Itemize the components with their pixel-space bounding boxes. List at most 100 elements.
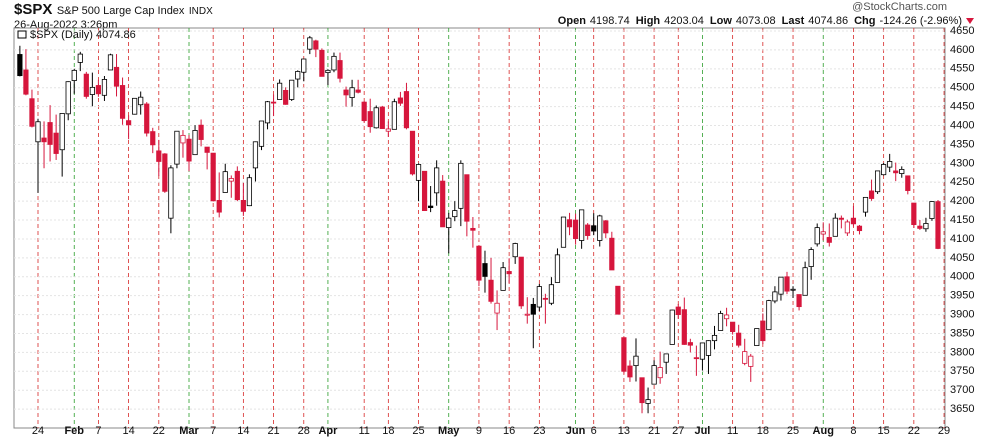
- candle-body: [730, 321, 736, 332]
- candle-body: [458, 162, 464, 209]
- x-tick-label: 7: [95, 425, 101, 437]
- x-tick-label: 28: [298, 425, 310, 437]
- candle-body: [119, 85, 126, 119]
- candle-body: [663, 353, 669, 363]
- down-arrow: [966, 18, 974, 25]
- x-tick-label: 21: [267, 425, 279, 437]
- candle-body: [548, 284, 555, 304]
- candle-body: [440, 180, 446, 228]
- legend-swatch: [17, 30, 27, 39]
- candle-body: [790, 288, 796, 291]
- candle-body: [826, 237, 832, 243]
- candle-body: [283, 89, 289, 105]
- candle-body: [367, 111, 373, 128]
- candle-body: [113, 66, 120, 87]
- y-tick-label: 4100: [950, 233, 974, 245]
- candle-body: [512, 243, 518, 258]
- x-tick-label: 18: [757, 425, 769, 437]
- candle-body: [101, 79, 108, 96]
- candle-body: [766, 300, 772, 331]
- candle-body: [409, 130, 416, 175]
- x-tick-label: 15: [878, 425, 890, 437]
- x-tick-label: 22: [908, 425, 920, 437]
- x-tick-label: 24: [32, 425, 44, 437]
- title-line: $SPX S&P 500 Large Cap Index INDX: [14, 1, 213, 19]
- candle-body: [494, 302, 500, 314]
- candle-body: [754, 328, 760, 346]
- y-tick-label: 4400: [950, 119, 974, 131]
- x-tick-label: May: [438, 425, 460, 437]
- quote-value: 4074.86: [808, 15, 849, 27]
- candle-body: [83, 73, 89, 97]
- y-tick-label: 3950: [950, 290, 974, 302]
- candle-body: [717, 313, 724, 331]
- y-tick-label: 3650: [950, 403, 974, 415]
- candle-body: [621, 337, 627, 372]
- candle-body: [917, 225, 923, 229]
- candle-body: [591, 225, 597, 232]
- candle-body: [434, 167, 440, 194]
- candle-body: [71, 69, 77, 81]
- candle-body: [687, 342, 693, 346]
- x-tick-label: 25: [412, 425, 424, 437]
- candle-body: [844, 221, 850, 234]
- candle-body: [252, 141, 259, 169]
- quote-label: Chg: [854, 15, 876, 27]
- candle-body: [89, 86, 95, 95]
- candle-body: [180, 134, 186, 144]
- x-tick-label: 21: [648, 425, 660, 437]
- x-tick-label: 23: [533, 425, 545, 437]
- candle-body: [53, 132, 59, 154]
- candle-body: [856, 225, 863, 232]
- candle-body: [234, 170, 240, 201]
- x-tick-label: 8: [850, 425, 856, 437]
- y-tick-label: 4450: [950, 101, 974, 113]
- candle-body: [579, 209, 585, 241]
- x-tick-label: 14: [237, 425, 249, 437]
- candle-body: [47, 122, 53, 145]
- candle-body: [887, 161, 893, 168]
- y-tick-label: 4250: [950, 176, 974, 188]
- candle-body: [651, 365, 657, 385]
- candle-body: [536, 286, 542, 308]
- candle-body: [319, 49, 325, 77]
- candle-body: [868, 190, 875, 199]
- candle-body: [633, 355, 639, 367]
- candle-body: [711, 334, 718, 342]
- y-tick-label: 4200: [950, 195, 974, 207]
- y-tick-label: 3900: [950, 308, 974, 320]
- candle-body: [397, 97, 404, 104]
- candle-body: [258, 120, 265, 147]
- candle-body: [41, 137, 47, 143]
- candle-body: [343, 89, 349, 96]
- candle-body: [862, 196, 869, 213]
- x-tick-label: 18: [382, 425, 394, 437]
- candle-body: [162, 153, 168, 192]
- candle-body: [210, 152, 216, 202]
- candle-body: [615, 285, 621, 315]
- candle-body: [126, 120, 132, 126]
- y-tick-label: 4500: [950, 82, 974, 94]
- candle-body: [385, 128, 391, 132]
- x-tick-label: Apr: [318, 425, 338, 437]
- candle-body: [313, 40, 319, 50]
- candle-body: [107, 54, 114, 71]
- candle-body: [802, 267, 808, 296]
- candle-body: [923, 223, 929, 230]
- candle-body: [446, 217, 452, 229]
- candle-body: [138, 96, 144, 106]
- candle-body: [935, 201, 941, 249]
- candle-body: [270, 101, 277, 104]
- candle-body: [736, 332, 742, 346]
- candle-body: [609, 237, 615, 271]
- candle-body: [59, 113, 65, 151]
- y-tick-label: 3700: [950, 384, 974, 396]
- candle-body: [699, 342, 706, 360]
- candle-body: [307, 37, 313, 50]
- candle-body: [929, 201, 935, 219]
- candle-body: [373, 107, 379, 129]
- x-tick-label: Mar: [179, 425, 199, 437]
- y-tick-label: 4600: [950, 44, 974, 56]
- y-tick-label: 4650: [950, 25, 974, 37]
- candle-body: [144, 103, 150, 134]
